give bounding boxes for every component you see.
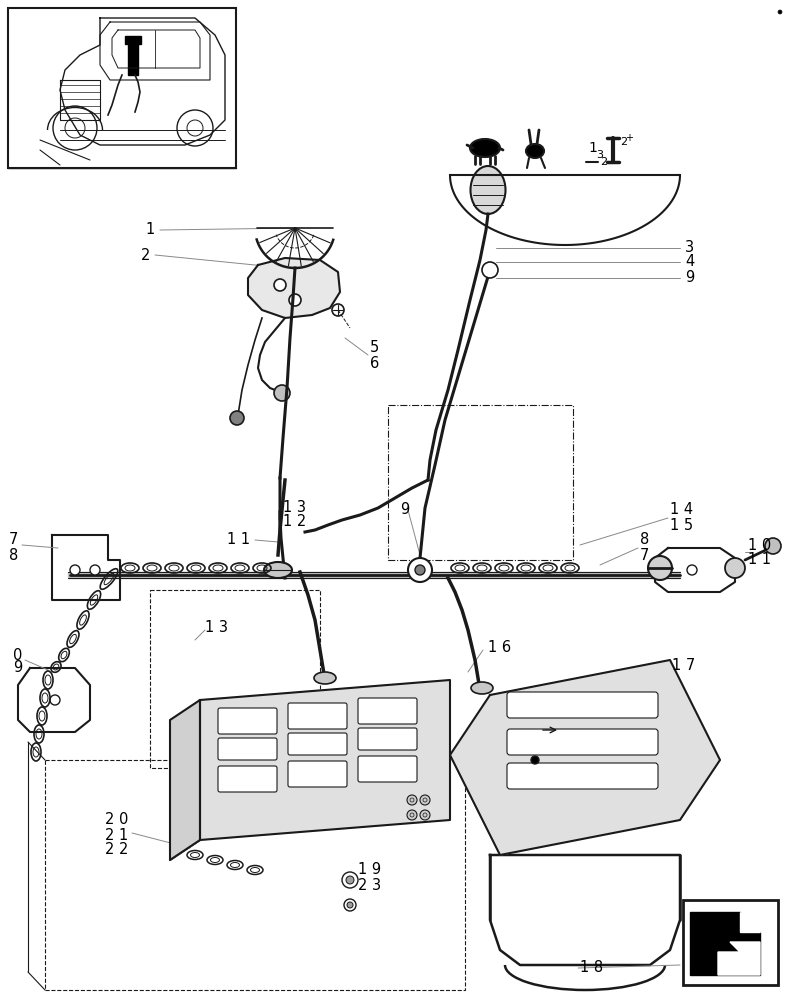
Polygon shape (718, 942, 760, 975)
Bar (150, 590, 320, 768)
Circle shape (531, 756, 539, 764)
Circle shape (346, 876, 354, 884)
Circle shape (344, 899, 356, 911)
Ellipse shape (471, 682, 493, 694)
Circle shape (420, 810, 430, 820)
FancyBboxPatch shape (507, 729, 658, 755)
Text: +: + (625, 133, 633, 143)
Text: 1 0: 1 0 (748, 538, 771, 552)
Circle shape (482, 262, 498, 278)
Ellipse shape (264, 562, 292, 578)
Text: 2 3: 2 3 (358, 878, 381, 892)
Circle shape (765, 538, 781, 554)
Circle shape (347, 902, 353, 908)
Circle shape (687, 565, 697, 575)
Text: 6: 6 (370, 356, 379, 370)
Circle shape (420, 795, 430, 805)
Polygon shape (68, 572, 680, 578)
Text: 1 8: 1 8 (580, 960, 603, 976)
Circle shape (415, 565, 425, 575)
Circle shape (230, 411, 244, 425)
Circle shape (408, 558, 432, 582)
Circle shape (332, 304, 344, 316)
Bar (683, 900, 778, 985)
Text: 1 6: 1 6 (488, 641, 511, 656)
FancyBboxPatch shape (507, 763, 658, 789)
Text: 2 0: 2 0 (105, 812, 128, 828)
Text: 7: 7 (640, 548, 649, 562)
Circle shape (407, 810, 417, 820)
Ellipse shape (314, 672, 336, 684)
Polygon shape (200, 680, 450, 840)
Polygon shape (128, 42, 138, 75)
Text: 3: 3 (685, 240, 694, 255)
FancyBboxPatch shape (358, 698, 417, 724)
Polygon shape (125, 36, 141, 44)
Text: 8: 8 (640, 532, 649, 548)
FancyBboxPatch shape (507, 692, 658, 718)
Bar (388, 405, 573, 560)
Text: 1 1: 1 1 (227, 532, 250, 548)
Text: 1 4: 1 4 (670, 502, 693, 518)
FancyBboxPatch shape (218, 738, 277, 760)
Text: 9: 9 (685, 270, 694, 286)
Ellipse shape (470, 139, 500, 157)
Polygon shape (248, 258, 340, 318)
Circle shape (70, 565, 80, 575)
FancyBboxPatch shape (358, 756, 417, 782)
Text: 5: 5 (370, 340, 379, 356)
Text: 9: 9 (400, 502, 409, 518)
Circle shape (778, 10, 782, 14)
Circle shape (50, 695, 60, 705)
Circle shape (342, 872, 358, 888)
Text: 7: 7 (9, 532, 18, 548)
Circle shape (725, 558, 745, 578)
FancyBboxPatch shape (218, 766, 277, 792)
Text: 1: 1 (588, 141, 597, 155)
Text: 1 1: 1 1 (748, 552, 771, 568)
Bar (45, 760, 465, 990)
Circle shape (274, 279, 286, 291)
Text: 2: 2 (620, 137, 627, 147)
Polygon shape (740, 912, 760, 932)
Text: 1 3: 1 3 (283, 500, 306, 516)
Circle shape (648, 556, 672, 580)
Polygon shape (690, 912, 760, 975)
Text: 0: 0 (13, 648, 22, 662)
Text: 1 3: 1 3 (205, 620, 228, 636)
FancyBboxPatch shape (288, 733, 347, 755)
Text: 1 9: 1 9 (358, 862, 381, 878)
Polygon shape (170, 700, 200, 860)
Text: 4: 4 (685, 254, 694, 269)
Text: 2: 2 (600, 157, 607, 167)
Ellipse shape (526, 144, 544, 158)
Circle shape (90, 565, 100, 575)
Ellipse shape (470, 166, 505, 214)
FancyBboxPatch shape (288, 761, 347, 787)
Text: 2 2: 2 2 (105, 842, 128, 857)
Circle shape (274, 385, 290, 401)
Text: 9: 9 (13, 660, 22, 676)
FancyBboxPatch shape (358, 728, 417, 750)
Text: 8: 8 (9, 548, 18, 562)
Text: 1 7: 1 7 (672, 658, 695, 672)
Text: 2 1: 2 1 (105, 828, 128, 842)
FancyBboxPatch shape (218, 708, 277, 734)
Text: 1: 1 (146, 223, 155, 237)
Text: 3: 3 (596, 150, 603, 160)
Text: 2: 2 (140, 247, 150, 262)
Text: 1 5: 1 5 (670, 518, 693, 532)
FancyBboxPatch shape (288, 703, 347, 729)
Bar (8, 8, 236, 168)
Polygon shape (450, 660, 720, 855)
Text: 1 2: 1 2 (283, 514, 307, 530)
Circle shape (289, 294, 301, 306)
Circle shape (407, 795, 417, 805)
